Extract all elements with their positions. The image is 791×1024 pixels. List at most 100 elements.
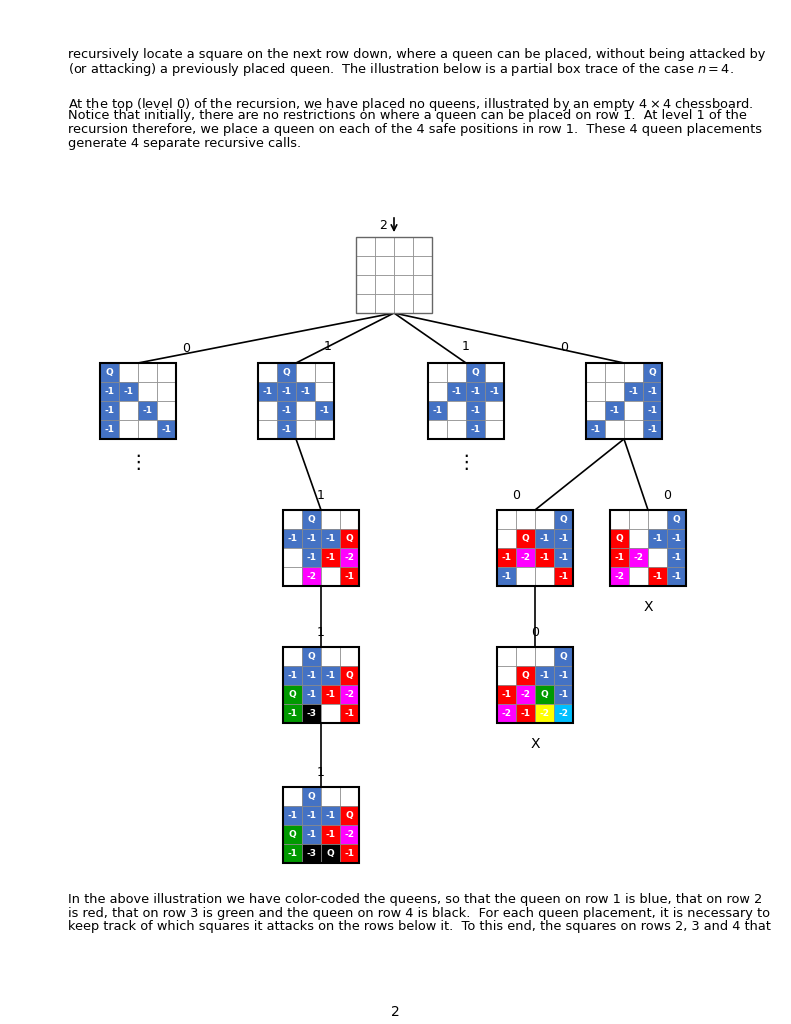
Bar (283, 510, 359, 586)
Text: -2: -2 (306, 572, 316, 581)
Text: -1: -1 (471, 425, 480, 434)
Text: -1: -1 (320, 406, 330, 415)
Bar (394, 256, 413, 275)
Bar (629, 510, 648, 529)
Bar (321, 806, 340, 825)
Text: -1: -1 (326, 553, 335, 562)
Text: -1: -1 (306, 811, 316, 820)
Bar (485, 401, 504, 420)
Bar (643, 420, 662, 439)
Bar (648, 510, 667, 529)
Text: -1: -1 (433, 406, 442, 415)
Text: 0: 0 (512, 489, 520, 502)
Bar (315, 382, 334, 401)
Bar (516, 529, 535, 548)
Text: -1: -1 (471, 387, 480, 396)
Bar (554, 529, 573, 548)
Bar (283, 825, 302, 844)
Text: -2: -2 (345, 553, 354, 562)
Bar (340, 567, 359, 586)
Text: Q: Q (346, 811, 354, 820)
Text: (or attacking) a previously placed queen.  The illustration below is a partial b: (or attacking) a previously placed queen… (68, 61, 734, 79)
Text: -1: -1 (306, 830, 316, 839)
Bar (554, 510, 573, 529)
Bar (283, 548, 302, 567)
Bar (497, 666, 516, 685)
Text: 0: 0 (531, 626, 539, 639)
Bar (119, 401, 138, 420)
Bar (535, 647, 554, 666)
Text: -1: -1 (558, 553, 569, 562)
Text: 1: 1 (317, 626, 325, 639)
Bar (340, 787, 359, 806)
Bar (535, 510, 554, 529)
Bar (157, 362, 176, 382)
Text: -1: -1 (345, 572, 354, 581)
Text: -1: -1 (539, 553, 550, 562)
Bar (296, 362, 315, 382)
Bar (497, 567, 516, 586)
Text: -1: -1 (520, 709, 531, 718)
Bar (340, 844, 359, 863)
Text: -1: -1 (452, 387, 461, 396)
Bar (375, 294, 394, 313)
Bar (283, 510, 302, 529)
Bar (643, 382, 662, 401)
Bar (375, 256, 394, 275)
Bar (321, 529, 340, 548)
Bar (466, 362, 485, 382)
Bar (605, 420, 624, 439)
Bar (447, 362, 466, 382)
Text: -1: -1 (558, 671, 569, 680)
Bar (535, 685, 554, 705)
Text: -1: -1 (104, 425, 115, 434)
Bar (667, 529, 686, 548)
Bar (643, 401, 662, 420)
Bar (321, 567, 340, 586)
Text: -1: -1 (648, 387, 657, 396)
Text: -1: -1 (501, 690, 512, 699)
Bar (340, 647, 359, 666)
Text: Q: Q (308, 792, 316, 801)
Bar (283, 685, 302, 705)
Text: -2: -2 (345, 690, 354, 699)
Text: -1: -1 (326, 811, 335, 820)
Text: -1: -1 (287, 709, 297, 718)
Bar (375, 237, 394, 256)
Bar (315, 420, 334, 439)
Bar (516, 548, 535, 567)
Bar (340, 529, 359, 548)
Bar (428, 382, 447, 401)
Bar (302, 787, 321, 806)
Bar (356, 275, 375, 294)
Bar (302, 567, 321, 586)
Text: -1: -1 (558, 572, 569, 581)
Bar (554, 666, 573, 685)
Text: 1: 1 (324, 340, 332, 353)
Text: 2: 2 (379, 219, 387, 232)
Text: 2: 2 (391, 1005, 399, 1019)
Text: Q: Q (282, 368, 290, 377)
Bar (157, 401, 176, 420)
Text: -1: -1 (161, 425, 172, 434)
Bar (321, 666, 340, 685)
Text: X: X (530, 737, 539, 751)
Text: Q: Q (540, 690, 548, 699)
Bar (356, 294, 375, 313)
Text: -2: -2 (539, 709, 550, 718)
Bar (485, 362, 504, 382)
Bar (321, 647, 340, 666)
Bar (302, 705, 321, 723)
Bar (138, 420, 157, 439)
Text: Q: Q (106, 368, 113, 377)
Bar (535, 705, 554, 723)
Text: Q: Q (308, 652, 316, 662)
Bar (100, 420, 119, 439)
Bar (610, 548, 629, 567)
Text: -2: -2 (345, 830, 354, 839)
Bar (302, 548, 321, 567)
Bar (283, 647, 359, 723)
Bar (610, 529, 629, 548)
Text: -1: -1 (629, 387, 638, 396)
Bar (497, 510, 516, 529)
